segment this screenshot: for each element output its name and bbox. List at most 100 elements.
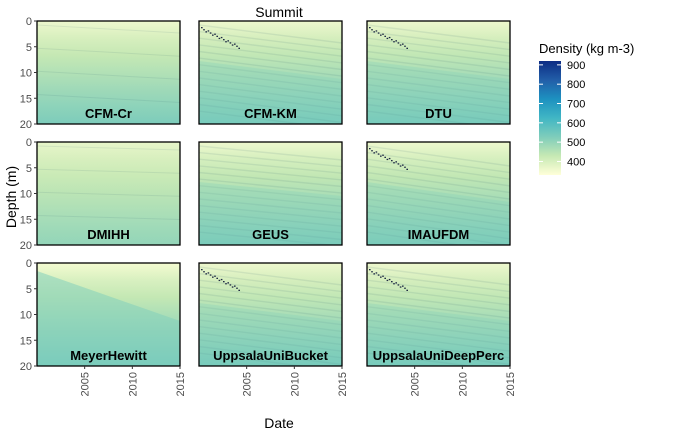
legend-tick-label: 500 xyxy=(567,137,585,149)
y-tick-label: 15 xyxy=(20,93,32,105)
x-axis-title: Date xyxy=(264,415,294,431)
ice-lens xyxy=(388,157,391,160)
layer-line xyxy=(199,231,338,245)
layer-line xyxy=(367,110,476,124)
layer-line xyxy=(367,211,510,233)
ice-lens xyxy=(397,163,400,165)
layer-line xyxy=(37,191,180,197)
y-tick-label: 20 xyxy=(20,361,32,373)
layer-line xyxy=(367,70,510,90)
ice-lens xyxy=(201,27,203,29)
layer-line xyxy=(199,145,342,161)
ice-lens xyxy=(223,281,225,283)
panel-layers xyxy=(367,24,510,124)
ice-lens xyxy=(236,45,238,47)
panel-layers xyxy=(367,145,510,245)
ice-lens xyxy=(380,155,382,157)
ice-lens xyxy=(386,279,389,282)
layer-line xyxy=(199,292,342,313)
ice-lens xyxy=(231,44,234,46)
x-tick-label: 2015 xyxy=(505,372,517,396)
x-tick-label: 2005 xyxy=(80,372,92,396)
layer-line xyxy=(367,50,510,71)
ice-lens xyxy=(402,164,404,166)
ice-lens xyxy=(207,30,210,32)
ice-lens xyxy=(406,289,408,291)
ice-lens xyxy=(238,289,240,291)
layer-line xyxy=(199,110,308,124)
panel-border xyxy=(198,262,343,367)
legend-colorbar xyxy=(539,61,561,175)
ice-lens xyxy=(391,39,393,41)
x-tick-label: 2005 xyxy=(242,372,254,396)
layer-line xyxy=(199,198,342,214)
ice-lens xyxy=(238,47,240,49)
panel-border xyxy=(366,141,511,246)
ice-lens xyxy=(231,286,234,288)
panel-density-fill xyxy=(37,142,180,245)
ice-lens xyxy=(369,27,371,29)
layer-line xyxy=(199,306,342,326)
layer-line xyxy=(37,24,180,34)
layer-line xyxy=(367,103,510,124)
layer-line xyxy=(367,171,510,194)
layer-line xyxy=(199,266,342,286)
layer-line xyxy=(37,145,180,151)
ice-lens xyxy=(212,276,214,278)
layer-line xyxy=(367,306,510,326)
ice-lens xyxy=(384,277,386,279)
ice-lens xyxy=(218,37,221,40)
dense-firn-band xyxy=(367,61,510,124)
y-tick-label: 10 xyxy=(20,68,32,80)
layer-line xyxy=(199,286,342,306)
panel-density-fill xyxy=(199,21,342,124)
x-tick-label: 2010 xyxy=(127,372,139,396)
dense-firn-band xyxy=(199,61,342,124)
layer-line xyxy=(199,178,342,194)
layer-line xyxy=(199,312,342,333)
y-tick-label: 15 xyxy=(20,214,32,226)
layer-line xyxy=(367,352,476,366)
layer-line xyxy=(367,57,510,77)
ice-lens xyxy=(393,162,395,164)
layer-line xyxy=(199,272,342,293)
panel-density-fill xyxy=(367,21,510,124)
layer-line xyxy=(199,279,342,299)
ice-lens xyxy=(227,282,229,284)
layer-line xyxy=(199,339,342,359)
layer-line xyxy=(199,299,342,319)
ice-lens xyxy=(377,153,380,155)
panel-layers xyxy=(37,145,180,220)
layer-line xyxy=(367,319,510,339)
ice-lens xyxy=(225,283,227,285)
panel-label: MeyerHewitt xyxy=(70,348,147,363)
panel-label: GEUS xyxy=(252,227,289,242)
legend-tick-label: 900 xyxy=(567,60,585,72)
legend-title: Density (kg m-3) xyxy=(539,41,634,56)
ice-lens xyxy=(402,43,404,45)
y-tick-label: 5 xyxy=(26,284,32,296)
panel-label: CFM-KM xyxy=(244,106,297,121)
layer-line xyxy=(199,97,342,117)
ice-lens xyxy=(236,287,238,289)
layer-line xyxy=(367,286,510,306)
panel-label: UppsalaUniBucket xyxy=(213,348,329,363)
layer-line xyxy=(367,178,510,200)
layer-line xyxy=(199,158,342,174)
layer-line xyxy=(367,279,510,299)
ice-lens xyxy=(384,35,386,37)
layer-line xyxy=(367,185,510,207)
ice-lens xyxy=(377,32,380,34)
ice-lens xyxy=(234,285,236,287)
ice-lens xyxy=(393,283,395,285)
layer-line xyxy=(367,191,510,213)
ice-lens xyxy=(382,33,384,35)
layer-line xyxy=(367,30,510,51)
layer-line xyxy=(367,165,510,187)
panel-cfm-km: CFM-KM xyxy=(198,20,343,125)
ice-lens xyxy=(209,274,212,276)
panel-border xyxy=(366,20,511,125)
ice-lens xyxy=(373,31,375,33)
layer-line xyxy=(199,345,342,366)
